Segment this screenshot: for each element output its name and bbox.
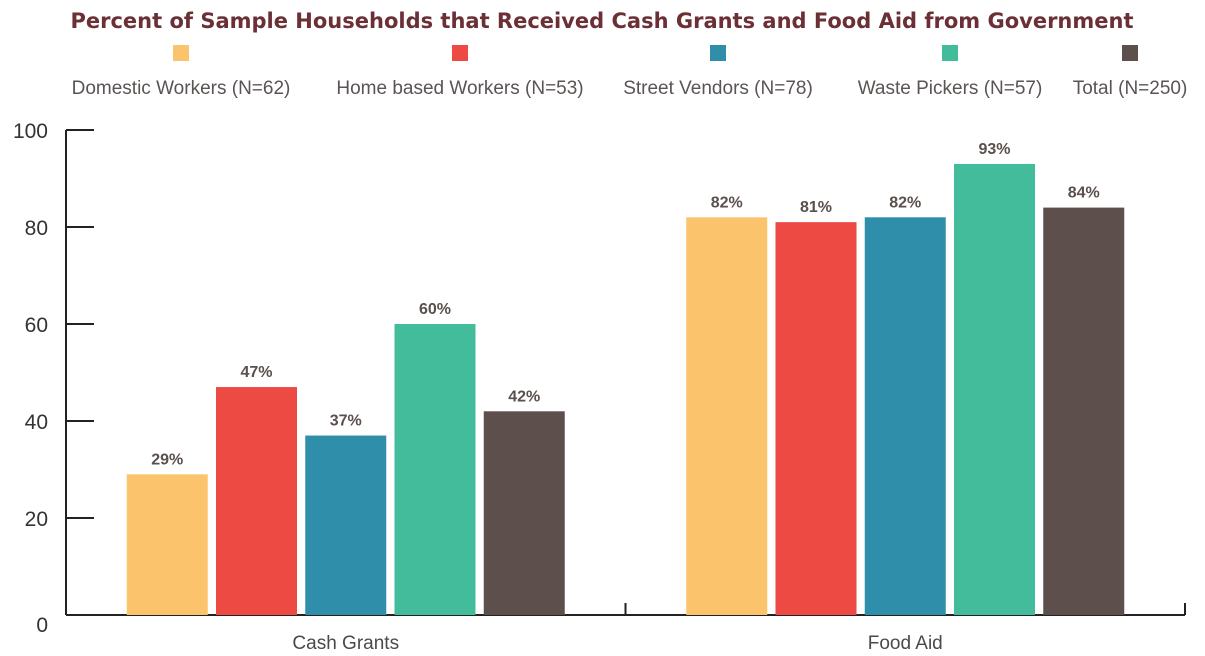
chart-title: Percent of Sample Households that Receiv… (70, 9, 1133, 33)
legend-swatch (173, 45, 189, 61)
data-labels: 29% 47% 37% 60% 42% 82% 81% 82% 93% 84% (151, 141, 1100, 468)
bar (686, 217, 768, 616)
legend-label: Domestic Workers (N=62) (72, 78, 291, 99)
bar (216, 387, 297, 615)
y-tick-label: 80 (25, 217, 48, 240)
bar (483, 411, 565, 615)
bars (126, 163, 1125, 616)
x-category-label: Cash Grants (292, 633, 399, 654)
legend-label: Total (N=250) (1073, 78, 1188, 99)
y-axis: 0 20 40 60 80 100 (13, 120, 94, 637)
data-label: 84% (1068, 185, 1100, 202)
legend-label: Street Vendors (N=78) (623, 78, 813, 99)
legend-swatch (710, 45, 726, 61)
bar (1043, 207, 1125, 615)
bar (775, 222, 857, 615)
x-category-label: Food Aid (868, 633, 943, 654)
legend-swatch (942, 45, 958, 61)
y-tick-label: 100 (13, 120, 48, 143)
bar (954, 163, 1035, 615)
legend-label: Home based Workers (N=53) (336, 78, 583, 99)
data-label: 82% (711, 194, 743, 211)
data-label: 29% (151, 451, 183, 468)
data-label: 81% (800, 199, 832, 216)
legend-swatch (452, 45, 468, 61)
bar (126, 474, 208, 615)
data-label: 47% (240, 364, 272, 381)
data-label: 93% (978, 141, 1010, 158)
data-label: 82% (889, 194, 921, 211)
y-tick-label: 20 (25, 508, 48, 531)
y-tick-label: 40 (25, 411, 48, 434)
bar (394, 324, 476, 615)
legend-swatch (1122, 45, 1138, 61)
bar (864, 217, 946, 616)
data-label: 42% (508, 388, 540, 405)
legend: Domestic Workers (N=62) Home based Worker… (72, 45, 1188, 99)
data-label: 37% (330, 413, 362, 430)
legend-label: Waste Pickers (N=57) (858, 78, 1043, 99)
y-tick-label: 0 (36, 614, 48, 637)
data-label: 60% (419, 301, 451, 318)
y-tick-label: 60 (25, 314, 48, 337)
bar (305, 435, 387, 615)
